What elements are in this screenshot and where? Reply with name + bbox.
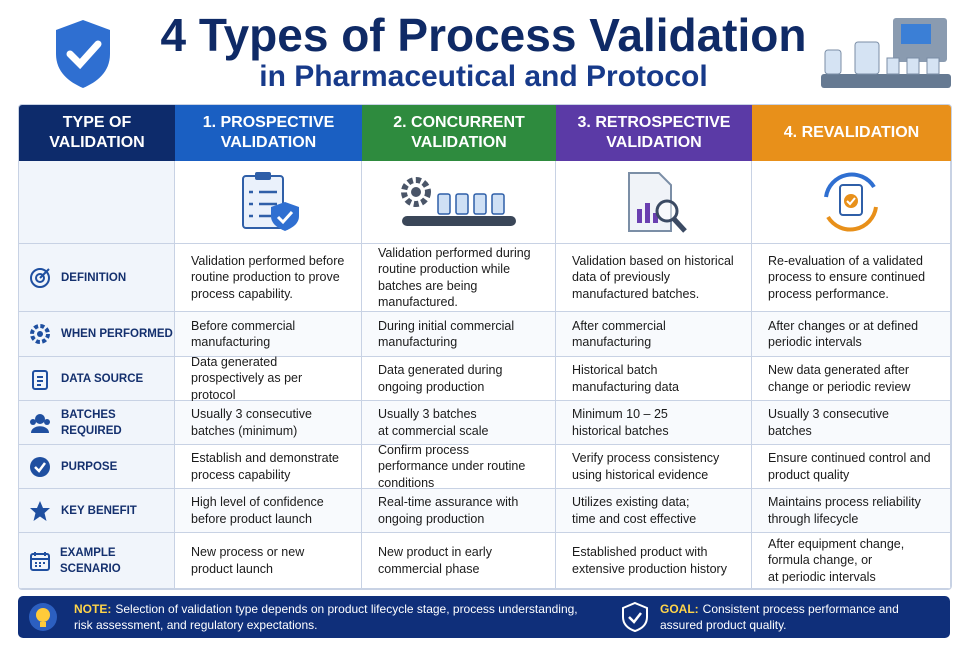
column-header: 1. PROSPECTIVE VALIDATION (175, 105, 362, 161)
table-cell: New product in early commercial phase (362, 533, 556, 589)
table-cell: Establish and demonstrate process capabi… (175, 445, 362, 489)
subtitle: in Pharmaceutical and Protocol (259, 60, 708, 93)
shield-icon (56, 20, 110, 88)
column-header: 2. CONCURRENT VALIDATION (362, 105, 556, 161)
row-label: KEY BENEFIT (19, 489, 175, 533)
table-cell: Validation performed before routine prod… (175, 244, 362, 312)
footer-banner: NOTE: Selection of validation type depend… (18, 596, 950, 638)
table-cell: High level of confidence before product … (175, 489, 362, 533)
table-cell: After equipment change, formula change, … (752, 533, 951, 589)
table-cell: New process or new product launch (175, 533, 362, 589)
table-cell: Validation based on historical data of p… (556, 244, 752, 312)
row-label-text: DEFINITION (61, 271, 127, 284)
row-label: BATCHES REQUIRED (19, 401, 175, 445)
table-cell: Validation performed during routine prod… (362, 244, 556, 312)
note-label: NOTE: (74, 602, 112, 616)
row-label-text: PURPOSE (61, 460, 118, 473)
table-cell: During initial commercial manufacturing (362, 312, 556, 357)
table-cell: After changes or at defined periodic int… (752, 312, 951, 357)
title: 4 Types of Process Validation (160, 9, 807, 61)
table-cell: Verify process consistency using histori… (556, 445, 752, 489)
row-label-text: BATCHES REQUIRED (61, 408, 122, 437)
row-label: DEFINITION (19, 244, 175, 312)
row-label-text: EXAMPLE SCENARIO (59, 546, 121, 575)
note-text: Selection of validation type depends on … (74, 602, 578, 632)
table-cell: Data generated during ongoing production (362, 357, 556, 401)
table-cell: Usually 3 consecutive batches (752, 401, 951, 445)
note: NOTE: Selection of validation type depend… (74, 601, 584, 633)
row-label: EXAMPLE SCENARIO (19, 533, 175, 589)
column-icon (362, 161, 556, 244)
goal-shield (622, 601, 648, 633)
comparison-table: TYPE OF VALIDATION 1. PROSPECTIVE VALIDAT… (18, 104, 952, 590)
column-icon (175, 161, 362, 244)
machine-icon (821, 18, 951, 88)
table-cell: Re-evaluation of a validated process to … (752, 244, 951, 312)
column-icon (752, 161, 951, 244)
table-cell: Usually 3 consecutive batches (minimum) (175, 401, 362, 445)
goal-text: Consistent process performance and assur… (660, 602, 899, 632)
column-icon (556, 161, 752, 244)
table-cell: Historical batch manufacturing data (556, 357, 752, 401)
bulb-icon (29, 603, 57, 631)
table-cell: Before commercial manufacturing (175, 312, 362, 357)
row-label-text: DATA SOURCE (61, 372, 144, 385)
column-header: TYPE OF VALIDATION (19, 105, 175, 161)
table-cell: Ensure continued control and product qua… (752, 445, 951, 489)
table-cell: Confirm process performance under routin… (362, 443, 556, 490)
icon-spacer (19, 161, 175, 244)
row-label: WHEN PERFORMED (19, 312, 175, 357)
row-label-text: KEY BENEFIT (61, 504, 137, 517)
table-cell: After commercial manufacturing (556, 312, 752, 357)
table-cell: Usually 3 batches at commercial scale (362, 401, 556, 445)
table-cell: Maintains process reliability through li… (752, 489, 951, 533)
column-header: 3. RETROSPECTIVE VALIDATION (556, 105, 752, 161)
row-label: PURPOSE (19, 445, 175, 489)
row-label: DATA SOURCE (19, 357, 175, 401)
row-label-text: WHEN PERFORMED (61, 328, 173, 340)
table-cell: Data generated prospectively as per prot… (175, 355, 362, 402)
table-cell: New data generated after change or perio… (752, 357, 951, 401)
goal: GOAL: Consistent process performance and … (660, 601, 900, 633)
table-cell: Minimum 10 – 25 historical batches (556, 401, 752, 445)
table-cell: Established product with extensive produ… (556, 533, 752, 589)
column-header: 4. REVALIDATION (752, 105, 951, 161)
table-cell: Real-time assurance with ongoing product… (362, 489, 556, 533)
goal-label: GOAL: (660, 602, 699, 616)
table-cell: Utilizes existing data; time and cost ef… (556, 489, 752, 533)
